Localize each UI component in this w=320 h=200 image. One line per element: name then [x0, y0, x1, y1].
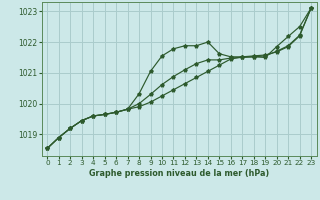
X-axis label: Graphe pression niveau de la mer (hPa): Graphe pression niveau de la mer (hPa) [89, 169, 269, 178]
